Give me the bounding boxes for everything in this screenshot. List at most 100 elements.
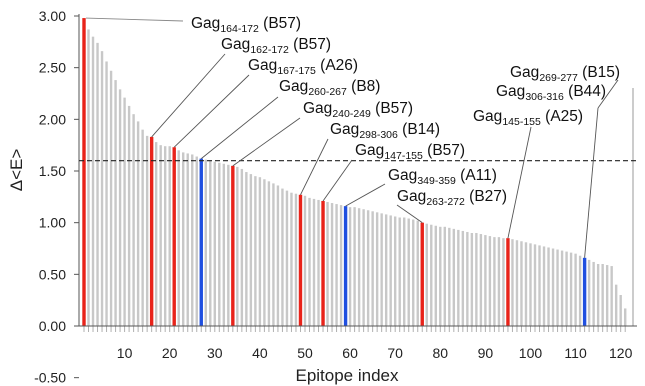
bars	[82, 18, 634, 332]
annotation-label: Gag147-155 (B57)	[355, 142, 465, 162]
bar-90	[484, 235, 487, 326]
bar-41	[263, 179, 266, 326]
y-tick-labels: 3.00 2.50 2.00 1.50 1.00 0.50 0.00 -0.50	[34, 8, 79, 386]
bar-55	[326, 202, 329, 326]
bar-101	[533, 244, 537, 326]
bar-100	[529, 243, 532, 326]
bar-25	[191, 154, 194, 326]
bar-74	[412, 219, 415, 326]
bar-72	[403, 217, 406, 326]
x-tick-label: 90	[478, 345, 494, 361]
bar-87	[470, 233, 474, 326]
bar-106	[556, 249, 559, 326]
bar-58	[339, 205, 343, 326]
bar-85	[461, 230, 465, 326]
leader-line	[232, 117, 301, 167]
bar-54	[321, 200, 325, 326]
bar-88	[475, 233, 478, 326]
leader-line	[507, 126, 532, 239]
bar-60	[348, 207, 352, 326]
y-axis-title: Δ<E>	[7, 149, 26, 192]
bar-78	[430, 224, 433, 326]
bar-96	[511, 239, 514, 326]
bar-26	[195, 156, 198, 326]
bar-36	[240, 168, 244, 326]
leader-line	[345, 183, 386, 207]
y-tick-label: 1.00	[39, 215, 66, 231]
bar-5	[100, 51, 104, 327]
bar-91	[488, 236, 492, 326]
x-tick-label: 100	[519, 345, 543, 361]
bar-49	[298, 194, 303, 326]
bar-17	[154, 142, 158, 326]
bar-102	[538, 245, 541, 326]
bar-63	[362, 209, 365, 326]
bar-67	[380, 213, 383, 326]
bar-99	[524, 242, 528, 326]
bar-28	[204, 159, 207, 326]
annotation-label: Gag306-316 (B44)	[496, 83, 606, 103]
bar-103	[542, 246, 546, 326]
bar-11	[127, 105, 131, 327]
bar-34	[231, 165, 235, 326]
bar-66	[375, 212, 379, 326]
bar-3	[91, 36, 95, 327]
x-tick-label: 70	[387, 345, 403, 361]
bar-45	[281, 188, 284, 326]
bar-57	[335, 204, 338, 326]
bar-64	[366, 210, 370, 326]
bar-9	[118, 89, 122, 326]
x-axis-title: Epitope index	[295, 366, 399, 385]
leader-line	[151, 53, 226, 138]
bar-14	[141, 129, 144, 326]
bar-44	[276, 185, 280, 326]
bar-121	[624, 308, 627, 326]
bar-117	[605, 265, 609, 326]
bar-73	[407, 218, 410, 326]
bar-71	[398, 217, 401, 326]
x-tick-label: 110	[564, 345, 587, 361]
bar-15	[145, 135, 149, 326]
x-tick-label: 30	[207, 345, 223, 361]
bar-42	[267, 181, 271, 326]
x-tick-label: 20	[162, 345, 178, 361]
bar-56	[330, 203, 334, 326]
bar-6	[105, 61, 108, 326]
bar-12	[132, 114, 135, 327]
bar-76	[420, 222, 424, 326]
x-tick-label: 50	[297, 345, 313, 361]
bar-97	[515, 240, 519, 326]
bar-47	[290, 192, 293, 326]
annotation-label: Gag240-249 (B57)	[303, 100, 413, 120]
bar-62	[357, 208, 361, 326]
bar-115	[596, 264, 600, 326]
leader-line	[85, 17, 184, 22]
bar-112	[582, 257, 587, 326]
y-tick-label: 2.00	[39, 111, 66, 127]
bar-4	[96, 42, 99, 326]
bar-116	[601, 264, 604, 326]
annotation-label: Gag260-267 (B8)	[279, 78, 380, 98]
bar-29	[209, 160, 212, 326]
annotation-label: Gag263-272 (B27)	[397, 188, 507, 208]
bar-118	[610, 266, 613, 326]
bar-95	[506, 238, 510, 326]
bar-59	[343, 206, 348, 326]
bar-94	[502, 238, 505, 326]
bar-22	[177, 150, 180, 326]
bar-75	[416, 220, 419, 326]
bar-89	[479, 234, 483, 326]
bar-104	[547, 247, 550, 326]
bar-38	[249, 174, 253, 326]
bar-33	[227, 164, 230, 326]
bar-68	[384, 214, 388, 326]
bar-30	[213, 161, 216, 326]
bar-10	[123, 97, 126, 326]
bar-31	[218, 162, 221, 326]
bar-69	[389, 215, 392, 326]
bar-114	[592, 261, 595, 326]
bar-120	[619, 295, 622, 326]
bar-98	[520, 241, 523, 326]
annotation-label: Gag145-155 (A25)	[473, 108, 583, 128]
